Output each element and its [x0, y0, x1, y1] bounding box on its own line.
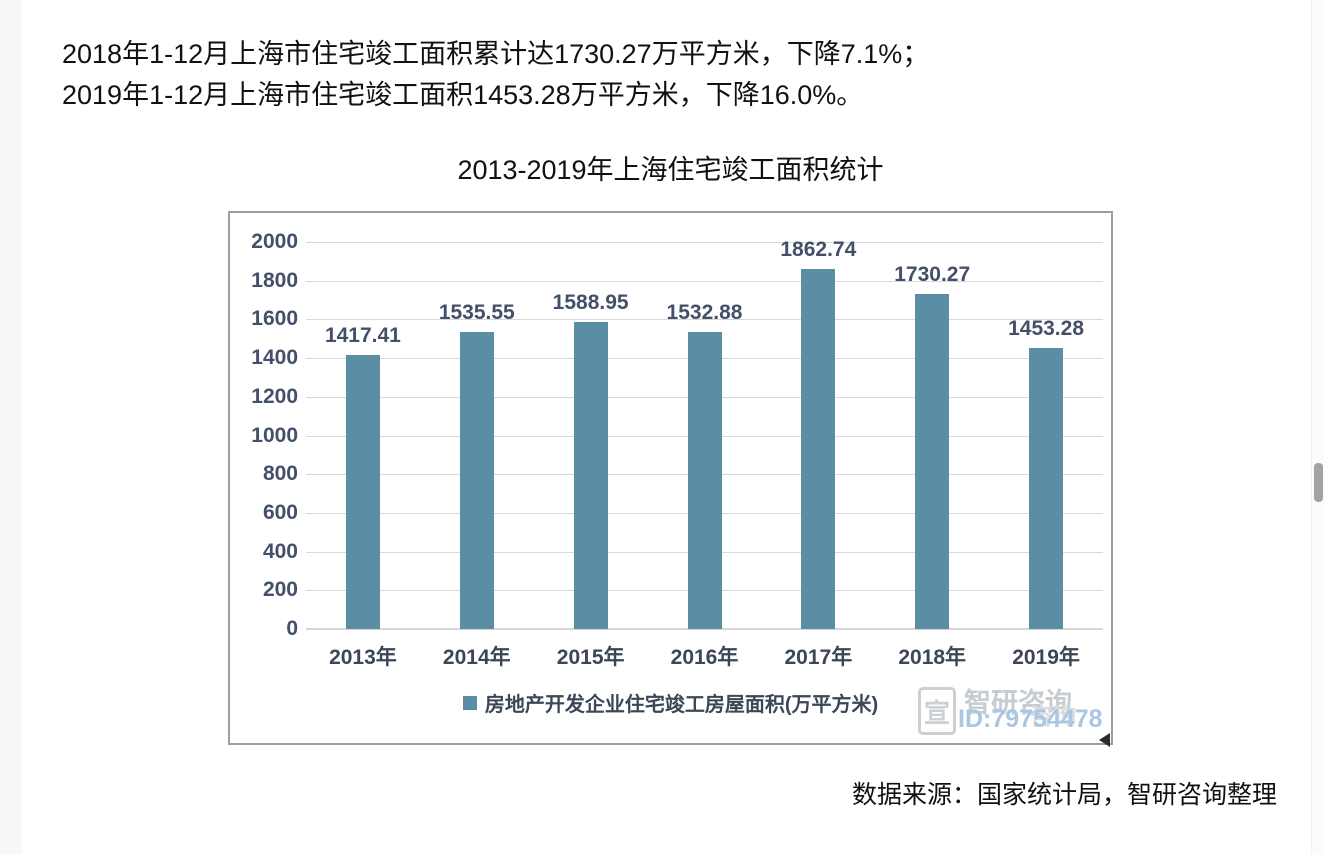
vertical-scrollbar[interactable] — [1311, 0, 1324, 854]
bar-2019年 — [1029, 347, 1064, 629]
y-tick-label-2000: 2000 — [251, 230, 298, 253]
legend-label: 房地产开发企业住宅竣工房屋面积(万平方米) — [484, 694, 879, 716]
x-tick-label-2019年: 2019年 — [1012, 646, 1080, 669]
x-tick-label-2014年: 2014年 — [442, 646, 511, 669]
bar-value-label-2017年: 1862.74 — [780, 237, 857, 261]
left-gutter — [0, 0, 22, 854]
scrollbar-thumb[interactable] — [1314, 463, 1323, 502]
bar-2016年 — [687, 332, 722, 629]
x-tick-label-2013年: 2013年 — [329, 646, 397, 669]
bar-value-label-2013年: 1417.41 — [324, 323, 401, 347]
chart-box: 0 200 400 600 800 1000 1200 1400 1600 1800 2000 141… — [228, 211, 1113, 747]
bar-2017年 — [801, 268, 836, 629]
bar-value-label-2018年: 1730.27 — [894, 263, 971, 287]
bar-2014年 — [459, 331, 494, 629]
y-tick-label-800: 800 — [262, 462, 298, 486]
x-tick-label-2016年: 2016年 — [670, 646, 739, 669]
bar-value-label-2019年: 1453.28 — [1008, 316, 1085, 340]
y-tick-label-1000: 1000 — [251, 423, 298, 447]
source-note: 数据来源：国家统计局，智研咨询整理 — [851, 781, 1277, 809]
y-tick-label-0: 0 — [286, 617, 298, 640]
y-tick-label-600: 600 — [262, 500, 298, 524]
legend-swatch-icon — [462, 695, 477, 710]
chart-title: 2013-2019年上海住宅竣工面积统计 — [457, 155, 884, 185]
x-axis-line — [306, 628, 1103, 630]
x-tick-label-2017年: 2017年 — [784, 646, 853, 669]
border-arrow-marker — [1099, 733, 1110, 747]
bar-value-label-2015年: 1588.95 — [552, 290, 629, 314]
y-tick-label-400: 400 — [262, 539, 298, 563]
intro-line-1: 2018年1-12月上海市住宅竣工面积累计达1730.27万平方米，下降7.1%… — [62, 39, 930, 69]
bar-value-label-2014年: 1535.55 — [438, 300, 515, 324]
y-tick-label-1200: 1200 — [251, 384, 298, 408]
intro-line-2: 2019年1-12月上海市住宅竣工面积1453.28万平方米，下降16.0%。 — [62, 80, 864, 110]
y-tick-label-1800: 1800 — [251, 268, 298, 292]
x-tick-label-2015年: 2015年 — [556, 646, 625, 669]
bar-2013年 — [345, 354, 380, 629]
gridline-y-1600 — [306, 319, 1103, 321]
y-tick-label-1600: 1600 — [251, 307, 298, 331]
bar-value-label-2016年: 1532.88 — [666, 301, 743, 325]
gridline-y-1800 — [306, 280, 1103, 282]
chart-legend: 房地产开发企业住宅竣工房屋面积(万平方米) — [230, 688, 1111, 717]
y-tick-label-1400: 1400 — [251, 346, 298, 370]
x-tick-label-2018年: 2018年 — [898, 646, 967, 669]
bar-2015年 — [573, 321, 608, 629]
y-tick-label-200: 200 — [262, 578, 298, 602]
intro-text: 2018年1-12月上海市住宅竣工面积累计达1730.27万平方米，下降7.1%… — [62, 34, 929, 116]
chart-plot-area: 0 200 400 600 800 1000 1200 1400 1600 1800 2000 141… — [230, 213, 1111, 743]
bar-2018年 — [915, 294, 950, 629]
gridline-y-2000 — [306, 242, 1103, 243]
